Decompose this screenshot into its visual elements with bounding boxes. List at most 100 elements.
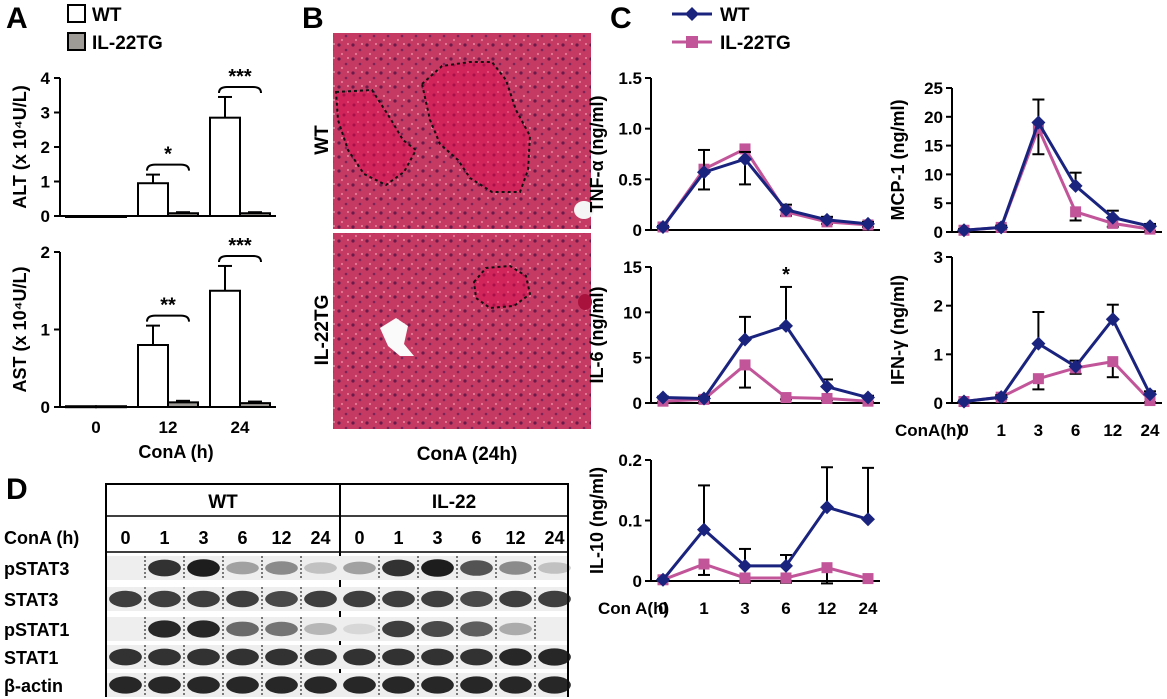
data-point-wt xyxy=(1068,178,1083,193)
data-point-wt xyxy=(738,332,752,347)
data-point-il22tg xyxy=(780,572,792,584)
blot-timepoint-label: 24 xyxy=(310,528,330,548)
blot-band xyxy=(382,620,415,638)
y-tick-label: 2 xyxy=(934,297,943,316)
chart-il10: 0 0.1 0.2 IL-10 (ng/ml) xyxy=(587,451,880,591)
legend-c: WT IL-22TG xyxy=(672,5,791,54)
blot-timepoint-label: 1 xyxy=(393,528,403,548)
data-point-wt xyxy=(1143,387,1157,402)
legend-label-wt: WT xyxy=(92,5,122,26)
y-tick-label: 0 xyxy=(41,207,50,226)
y-tick-label: 1 xyxy=(41,173,50,192)
blot-band xyxy=(499,590,532,608)
blot-band xyxy=(265,591,298,607)
blot-band xyxy=(265,621,298,637)
bar-wt xyxy=(209,116,241,217)
data-point-wt xyxy=(738,152,752,167)
blot-band xyxy=(304,562,337,574)
bar-il-22tg xyxy=(167,212,199,218)
x-axis-label-b: ConA (24h) xyxy=(417,444,518,465)
data-point-wt xyxy=(779,558,793,573)
legend-label-il22tg-c: IL-22TG xyxy=(720,33,791,54)
data-point-wt xyxy=(861,390,875,405)
blot-protein-label: STAT3 xyxy=(4,590,58,610)
blot-band xyxy=(187,559,220,577)
data-point-wt xyxy=(697,165,711,180)
bar-wt xyxy=(137,344,169,408)
panel-letter-a: A xyxy=(6,2,28,35)
chart-ifn-gamma: 0 1 2 3 IFN-γ (ng/ml) xyxy=(888,248,1162,413)
significance-stars: * xyxy=(164,144,172,166)
x-tick-label: 24 xyxy=(1141,421,1160,440)
vessel-lumen xyxy=(380,318,414,356)
chart-il6: 0 5 10 15 IL-6 (ng/ml) * xyxy=(587,258,880,413)
blot-band xyxy=(538,676,571,694)
y-tick-label: 20 xyxy=(924,108,943,127)
data-point-wt xyxy=(656,572,670,587)
y-tick-label: 0 xyxy=(41,398,50,417)
data-point-il22tg xyxy=(1032,373,1044,385)
data-point-wt xyxy=(656,219,670,234)
blot-band xyxy=(148,648,181,666)
data-point-wt xyxy=(779,318,793,333)
legend-label-il22tg: IL-22TG xyxy=(92,33,163,54)
y-tick-label: 0 xyxy=(633,394,642,413)
x-tick-label: 24 xyxy=(859,599,878,618)
x-tick-label: 0 xyxy=(658,599,667,618)
x-tick-label: 6 xyxy=(781,599,790,618)
blot-band xyxy=(187,620,220,638)
y-tick-label: 25 xyxy=(924,79,943,98)
blot-timepoint-label: 0 xyxy=(354,528,364,548)
x-tick-label: 12 xyxy=(818,599,837,618)
significance-star: * xyxy=(782,264,790,286)
data-point-wt xyxy=(994,220,1009,235)
y-tick-label: 0 xyxy=(934,394,943,413)
blot-band xyxy=(265,561,298,575)
blot-band xyxy=(148,559,181,577)
data-point-wt xyxy=(697,391,711,406)
blot-band xyxy=(460,621,493,637)
blot-band xyxy=(265,648,298,666)
data-point-il22tg xyxy=(821,562,833,574)
series-line-wt xyxy=(662,324,869,400)
histology-wt xyxy=(333,33,594,229)
x-axis-label-c-left: Con A(h) xyxy=(598,599,669,618)
bar-wt xyxy=(65,405,97,409)
x-tick-a-24: 24 xyxy=(231,418,250,437)
blot-band xyxy=(382,648,415,666)
x-tick-label: 0 xyxy=(959,421,968,440)
series-line-wt xyxy=(661,157,869,228)
blot-timepoint-label: 6 xyxy=(237,528,247,548)
x-tick-label: 3 xyxy=(1034,421,1043,440)
y-tick-label: 0.5 xyxy=(618,170,642,189)
y-tick-label: 0 xyxy=(934,223,943,242)
blot-band xyxy=(226,676,259,694)
chart-mcp1: 0 5 10 15 20 25 MCP-1 (ng/ml) xyxy=(888,79,1162,242)
series-line-il-22tg xyxy=(661,146,869,228)
series-line-il-22tg xyxy=(963,360,1152,404)
data-point-il22tg xyxy=(1107,356,1119,368)
y-tick-label: 5 xyxy=(934,194,943,213)
data-point-wt xyxy=(1105,312,1120,327)
data-point-wt xyxy=(1031,115,1046,130)
necrosis-region-il22tg xyxy=(472,264,532,310)
blot-band xyxy=(499,622,532,636)
y-tick-label: 0.1 xyxy=(618,512,642,531)
bar-wt xyxy=(65,215,97,218)
legend-marker-il22tg xyxy=(686,36,698,48)
data-point-wt xyxy=(1031,336,1046,351)
y-tick-label: 0 xyxy=(633,221,642,240)
blot-band xyxy=(499,648,532,666)
blot-protein-label: pSTAT3 xyxy=(4,559,69,579)
legend-marker-wt xyxy=(685,7,699,21)
blot-band xyxy=(148,620,181,638)
row-label-il22tg: IL-22TG xyxy=(312,295,333,366)
blot-band xyxy=(109,648,142,666)
series-line-wt xyxy=(963,119,1151,232)
significance-bracket xyxy=(218,254,262,263)
legend-a: WT IL-22TG xyxy=(67,4,163,54)
blot-band xyxy=(226,561,259,575)
blot-timepoints: 0 1 3 6 12 24 0 1 3 6 12 24 xyxy=(120,528,564,548)
